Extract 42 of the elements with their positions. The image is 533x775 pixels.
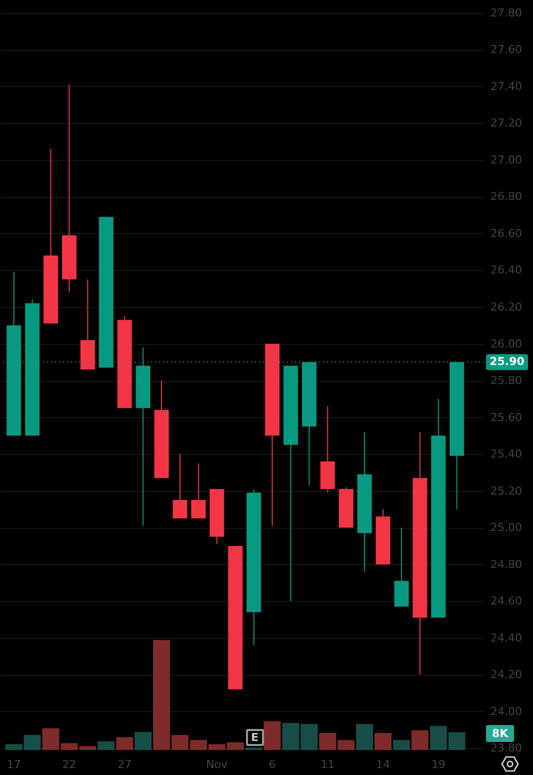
x-tick-label: Nov bbox=[206, 758, 228, 771]
candlestick bbox=[172, 454, 188, 519]
annotation: E bbox=[246, 729, 264, 746]
y-tick-label: 27.00 bbox=[490, 153, 522, 166]
y-tick-label: 27.80 bbox=[490, 6, 522, 20]
y-tick-label: 26.80 bbox=[490, 190, 522, 204]
ref-line-label: 25.90 bbox=[490, 355, 525, 368]
bar bbox=[374, 732, 392, 750]
bar bbox=[264, 721, 281, 750]
y-tick-label: 27.60 bbox=[490, 43, 522, 56]
bar bbox=[411, 730, 428, 750]
y-tick-label: 26.20 bbox=[490, 300, 522, 314]
y-tick-label: 27.40 bbox=[490, 80, 522, 93]
y-tick-label: 24.40 bbox=[490, 631, 522, 644]
bar bbox=[356, 724, 374, 750]
y-tick-label: 26.40 bbox=[490, 264, 522, 277]
y-tick-label: 25.00 bbox=[490, 521, 522, 534]
y-tick-label: 26.00 bbox=[490, 337, 522, 350]
y-tick-label: 25.80 bbox=[490, 374, 522, 388]
y-tick-label: 24.00 bbox=[490, 704, 522, 718]
y-tick-label: 25.40 bbox=[490, 448, 522, 461]
x-tick-label: 22 bbox=[62, 758, 76, 771]
bar bbox=[98, 741, 115, 750]
x-tick-label: 11 bbox=[320, 758, 335, 771]
y-tick-label: 27.20 bbox=[490, 116, 522, 130]
bar bbox=[116, 737, 134, 750]
y-tick-label: 25.60 bbox=[490, 410, 522, 424]
x-tick-label: 14 bbox=[376, 758, 390, 771]
x-tick-label: 19 bbox=[431, 758, 446, 771]
y-tick-label: 24.60 bbox=[490, 594, 522, 608]
y-tick-label: 24.20 bbox=[490, 668, 522, 682]
x-tick-label: 17 bbox=[6, 758, 21, 771]
x-tick-label: 27 bbox=[118, 758, 132, 771]
x-tick-label: 6 bbox=[268, 758, 276, 771]
text: 8K bbox=[486, 725, 514, 742]
y-tick-label: 25.20 bbox=[490, 484, 522, 498]
candlestick bbox=[191, 462, 206, 519]
y-tick-label: 24.80 bbox=[490, 558, 522, 571]
bar bbox=[134, 732, 152, 750]
y-tick-label: 23.80 bbox=[490, 742, 522, 755]
bar bbox=[392, 740, 410, 750]
y-tick-label: 26.60 bbox=[490, 226, 522, 240]
